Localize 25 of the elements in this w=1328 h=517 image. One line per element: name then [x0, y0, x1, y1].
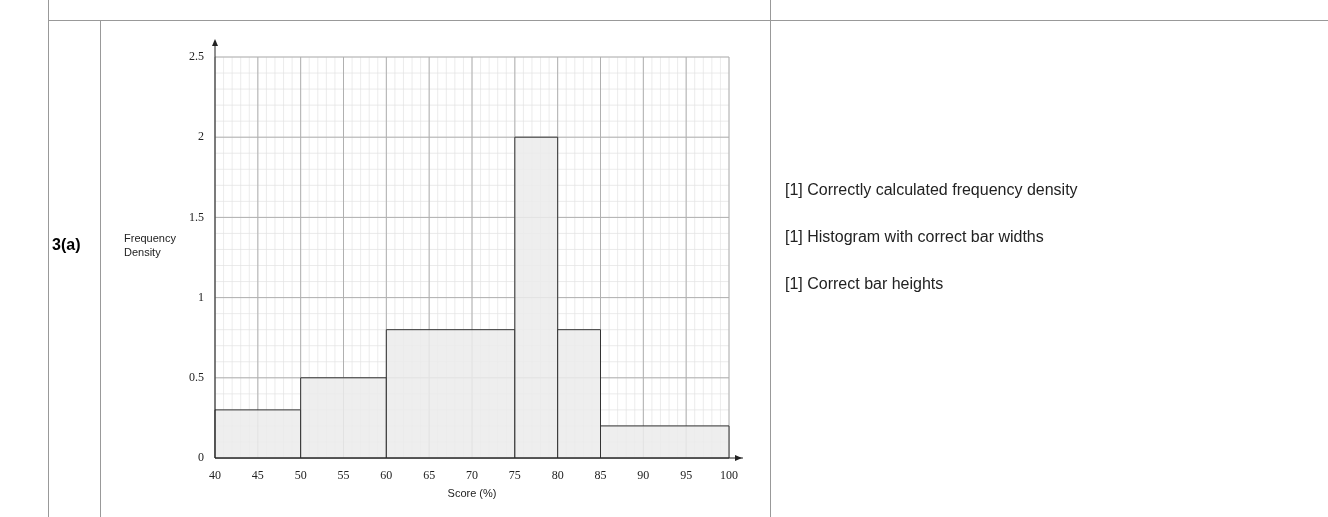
y-tick-label: 0.5: [189, 369, 204, 384]
x-tick-label: 85: [594, 468, 607, 483]
x-tick-label: 50: [294, 468, 307, 483]
y-tick-label: 0: [198, 450, 204, 465]
x-tick-label: 95: [680, 468, 693, 483]
text: [1] Correctly calculated frequency density: [785, 181, 1078, 199]
x-axis-title: Score (%): [447, 487, 497, 500]
x-tick-label: 60: [380, 468, 393, 483]
x-tick-label: 65: [423, 468, 436, 483]
x-tick-label: 75: [508, 468, 521, 483]
y-tick-label: 2: [198, 129, 204, 144]
y-tick-label: 1.5: [189, 209, 204, 224]
text: [1] Histogram with correct bar widths: [785, 228, 1044, 246]
x-tick-label: 55: [337, 468, 350, 483]
text: 3(a): [52, 236, 81, 254]
x-tick-label: 40: [209, 468, 221, 483]
x-tick-label: 90: [637, 468, 650, 483]
y-axis-title: Frequency Density: [124, 231, 177, 259]
y-tick-label: 2.5: [189, 49, 204, 64]
x-tick-label: 70: [466, 468, 478, 483]
y-tick-label: 1: [198, 289, 204, 304]
text: [1] Correct bar heights: [785, 275, 944, 293]
x-tick-label: 100: [720, 468, 738, 483]
x-tick-label: 45: [251, 468, 264, 483]
x-tick-label: 80: [551, 468, 564, 483]
